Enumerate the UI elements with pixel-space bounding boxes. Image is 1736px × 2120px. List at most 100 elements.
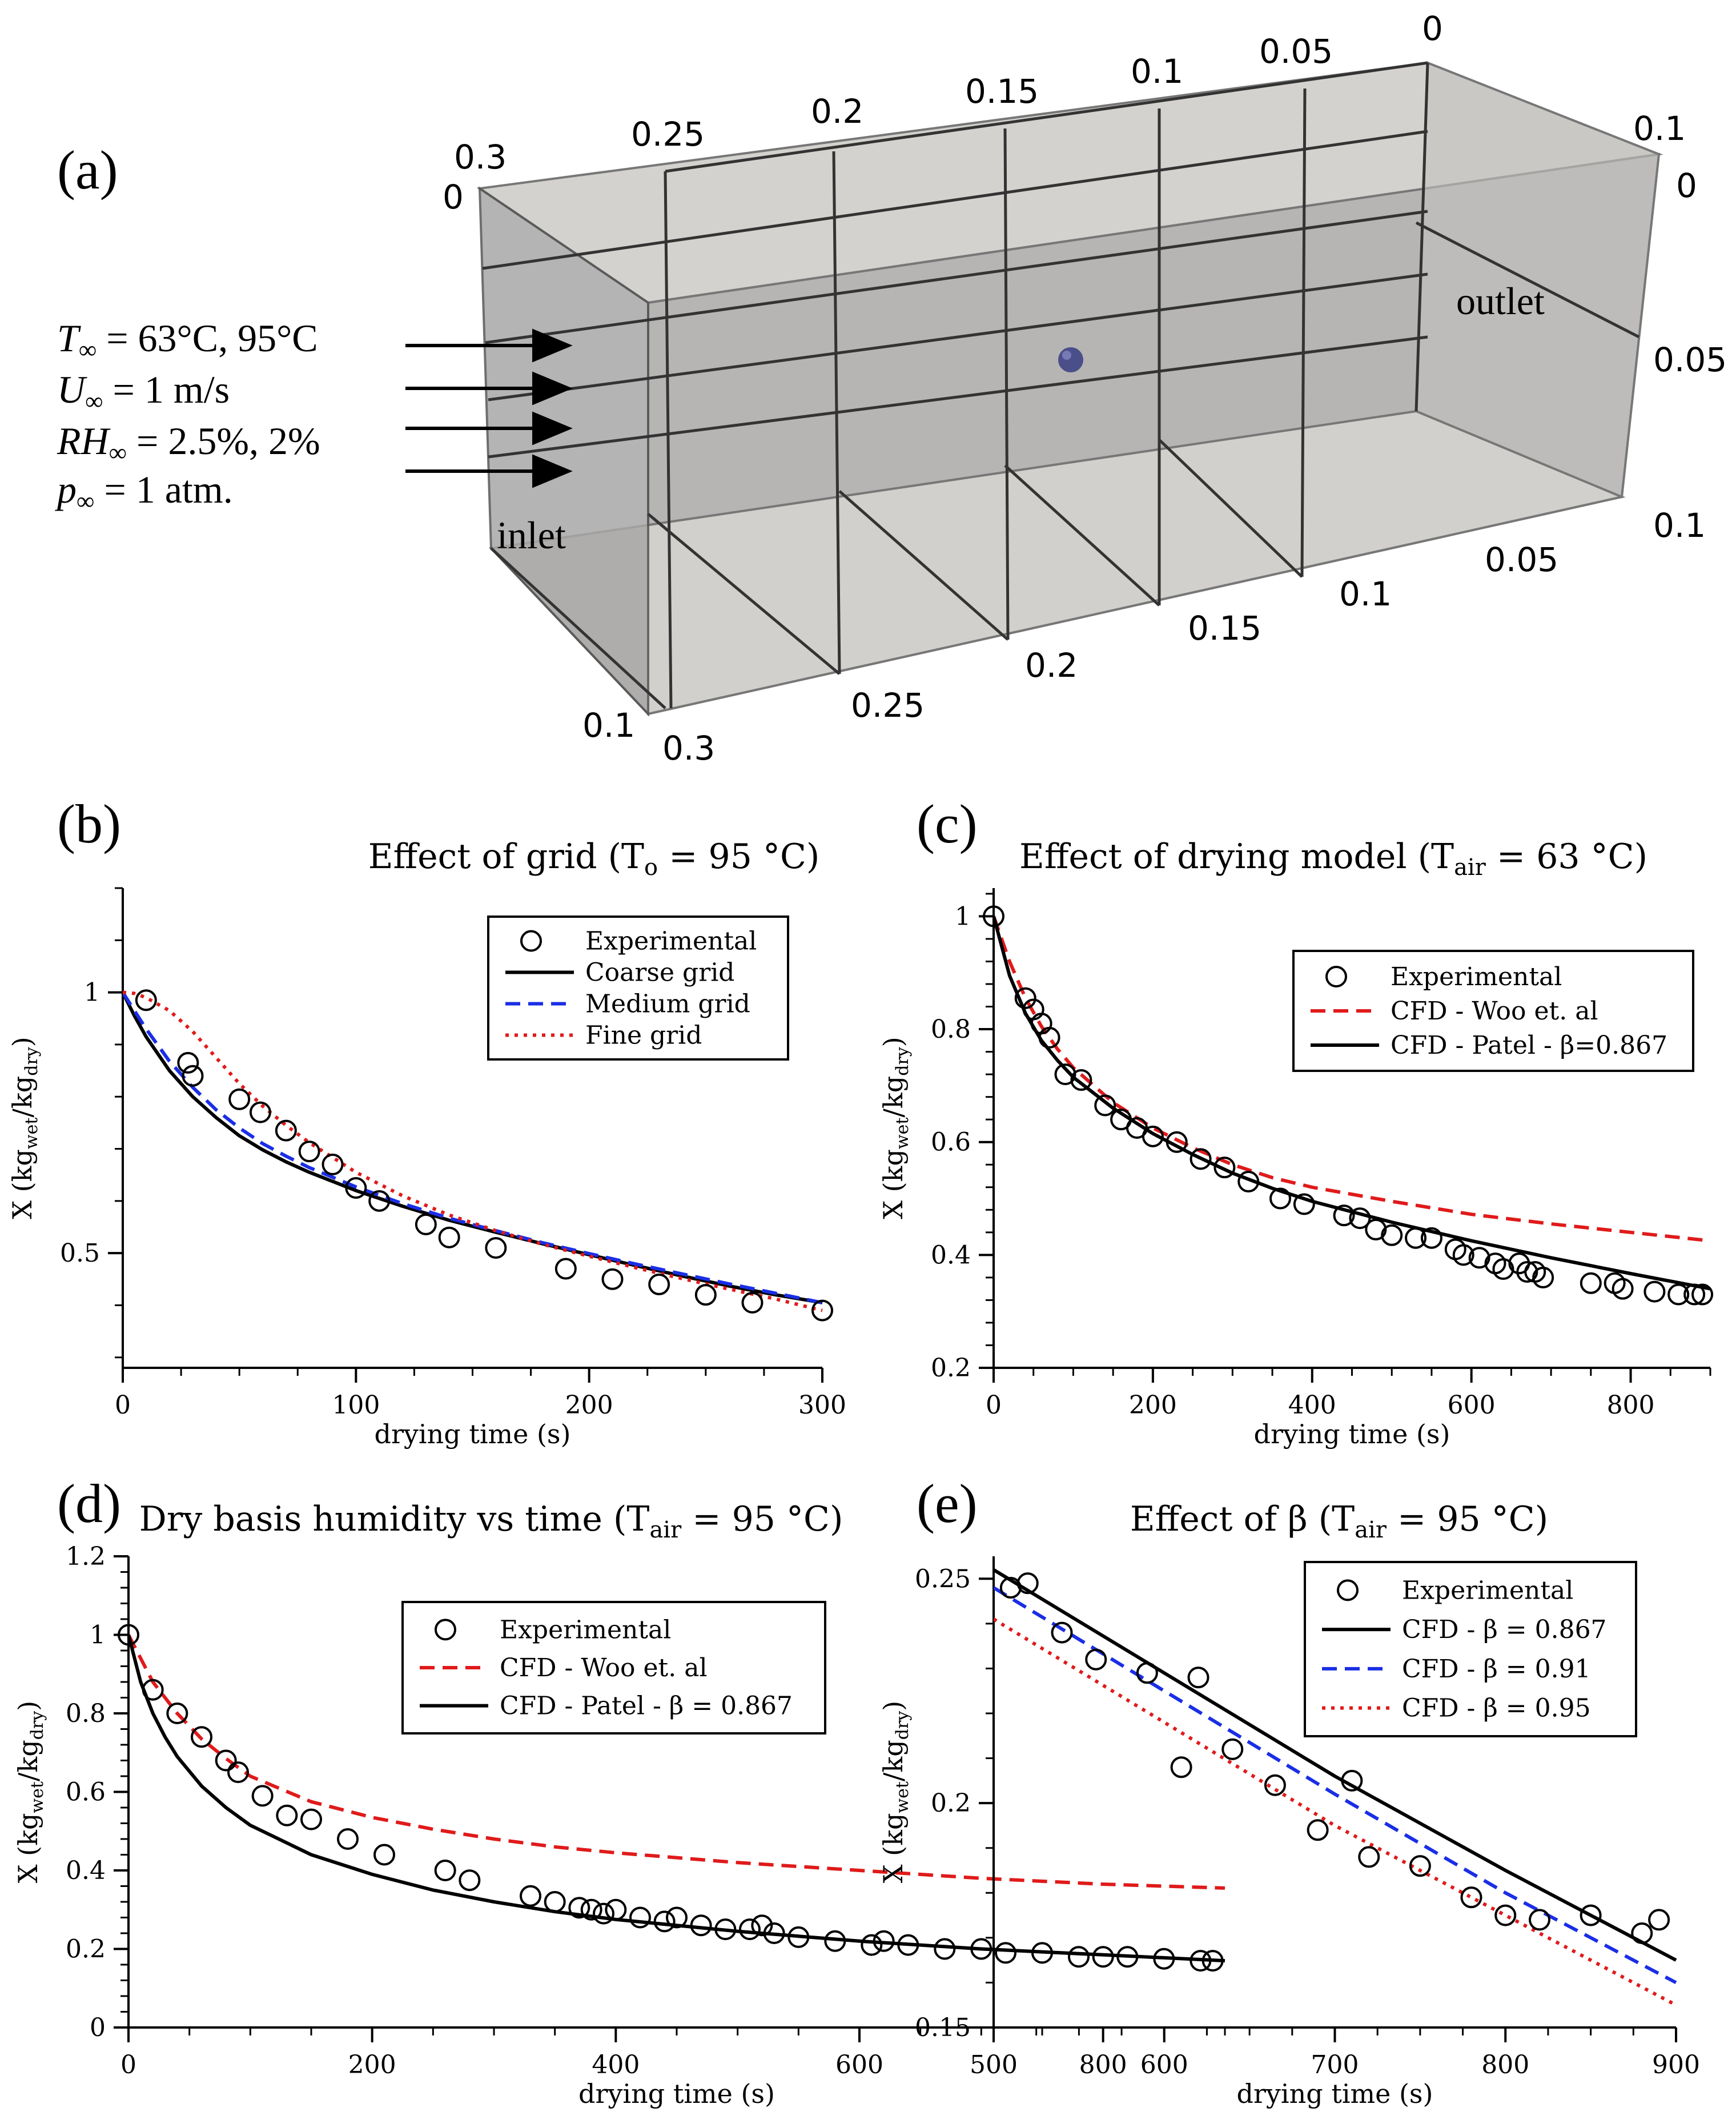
chart-title: Effect of β (Tair = 95 °C) [1130, 1499, 1548, 1543]
experimental-point [1405, 1227, 1427, 1249]
box-axis-labels: 0.3 0.25 0.2 0.15 0.1 0.05 0 0.1 0 0.05 … [443, 9, 1727, 768]
experimental-point [1358, 1846, 1380, 1868]
top-tick: 0.25 [631, 115, 705, 154]
x-tick-label: 600 [1448, 1391, 1496, 1420]
title-subscript: o [644, 854, 658, 881]
experimental-point [275, 1119, 297, 1142]
y-label-text: X (kg [7, 1149, 38, 1219]
x-tick-label: 200 [565, 1391, 613, 1420]
chart-d: (d) Dry basis humidity vs time (Tair = 95… [13, 1473, 1226, 2109]
top-tick: 0.3 [454, 138, 507, 176]
experimental-point [118, 1624, 139, 1646]
particle-highlight [1062, 351, 1071, 360]
experimental-point [1221, 1738, 1244, 1760]
top-tick: 0 [1422, 9, 1443, 48]
particle-droplet [1058, 347, 1083, 372]
experimental-point [1452, 1244, 1474, 1266]
bottom-tick: 0.3 [662, 729, 715, 768]
legend-marker [435, 1619, 456, 1641]
y-tick-label: 0.2 [66, 1935, 106, 1964]
title-rest: = 95 °C) [658, 837, 819, 877]
y-label-sub: dry [893, 1047, 913, 1076]
experimental-point [135, 989, 157, 1011]
x-tick-label: 200 [348, 2050, 396, 2079]
experimental-point [897, 1934, 919, 1956]
x-tick-label: 600 [1140, 2050, 1188, 2079]
chart-c: (c) Effect of drying model (Tair = 63 °C)… [878, 793, 1714, 1450]
experimental-point [1136, 1662, 1158, 1684]
experimental-point [1031, 1942, 1053, 1964]
y-label-text: X (kg [878, 1813, 909, 1884]
y-label-sub: dry [893, 1711, 913, 1740]
experimental-point [861, 1934, 883, 1956]
chart-title: Dry basis humidity vs time (Tair = 95 °C… [139, 1499, 843, 1543]
experimental-point [934, 1938, 956, 1960]
title-rest: = 95 °C) [1387, 1499, 1548, 1539]
experimental-point [373, 1844, 395, 1866]
y-label-mid: /kg [13, 1740, 43, 1781]
experimental-point [1190, 1148, 1212, 1170]
y-tick-label: 1 [955, 902, 971, 931]
y-tick-label: 1 [84, 978, 100, 1007]
experimental-point [1460, 1886, 1482, 1909]
y-tick-label: 0.5 [60, 1239, 100, 1268]
experimental-point [1153, 1948, 1175, 1970]
experimental-point [249, 1101, 271, 1123]
experimental-point [1051, 1621, 1073, 1644]
experimental-point [227, 1761, 249, 1784]
experimental-point [1142, 1125, 1164, 1147]
y-label-sub: wet [893, 1781, 913, 1813]
y-tick-label: 0.2 [931, 1789, 971, 1818]
y-label-sub: wet [22, 1118, 42, 1150]
y-tick-label: 0.2 [931, 1354, 971, 1383]
experimental-point [751, 1914, 773, 1937]
y-axis-label: X (kgwet/kgdry) [13, 1701, 47, 1883]
experimental-point [438, 1226, 460, 1248]
experimental-point [605, 1898, 627, 1921]
x-axis-label: drying time (s) [578, 2078, 775, 2109]
y-tick-label: 0.6 [931, 1128, 971, 1157]
y-tick-label: 0.8 [931, 1015, 971, 1044]
experimental-point [873, 1930, 895, 1952]
x-tick-label: 0 [115, 1391, 131, 1420]
box-grid-lines [482, 61, 1640, 709]
y-tick-label: 1.2 [66, 1542, 106, 1571]
y-label-sub: dry [22, 1047, 42, 1076]
experimental-point [739, 1918, 761, 1941]
experimental-point [322, 1153, 344, 1175]
experimental-point [1468, 1247, 1490, 1269]
y-label-end: ) [878, 1037, 909, 1047]
experimental-point [1201, 1950, 1224, 1972]
x-tick-label: 300 [798, 1391, 846, 1420]
panel-label: (e) [917, 1473, 978, 1534]
title-text: Dry basis humidity vs time (T [139, 1499, 650, 1539]
y-label-text: X (kg [878, 1149, 909, 1219]
experimental-point [1307, 1819, 1329, 1841]
y-tick-label: 0.4 [931, 1240, 971, 1270]
chart-title: Effect of drying model (Tair = 63 °C) [1019, 837, 1647, 881]
experimental-point [995, 1942, 1016, 1964]
experimental-point [520, 1885, 541, 1907]
experimental-point [653, 1910, 676, 1933]
panel-label: (c) [917, 793, 978, 854]
experimental-point [1492, 1258, 1514, 1280]
experimental-point [142, 1679, 164, 1701]
x-axis-label: drying time (s) [375, 1419, 571, 1450]
experimental-point [1070, 1069, 1092, 1091]
experimental-point [1094, 1094, 1116, 1117]
experimental-point [1381, 1224, 1403, 1246]
condition-humidity: RH∞ = 2.5%, 2% [57, 419, 320, 467]
x-tick-label: 600 [835, 2050, 883, 2079]
experimental-point [690, 1914, 712, 1937]
x-axis-label: drying time (s) [1237, 2078, 1433, 2109]
experimental-point [300, 1808, 322, 1830]
legend-label: CFD - β = 0.95 [1402, 1694, 1591, 1723]
experimental-point [554, 1258, 577, 1280]
experimental-point [368, 1190, 391, 1212]
series-line-coarse-grid [123, 991, 823, 1304]
x-tick-label: 800 [1607, 1391, 1655, 1420]
title-subscript: air [649, 1517, 682, 1543]
experimental-point [983, 905, 1004, 927]
experimental-point [1529, 1909, 1550, 1931]
y-label-sub: wet [27, 1781, 47, 1813]
